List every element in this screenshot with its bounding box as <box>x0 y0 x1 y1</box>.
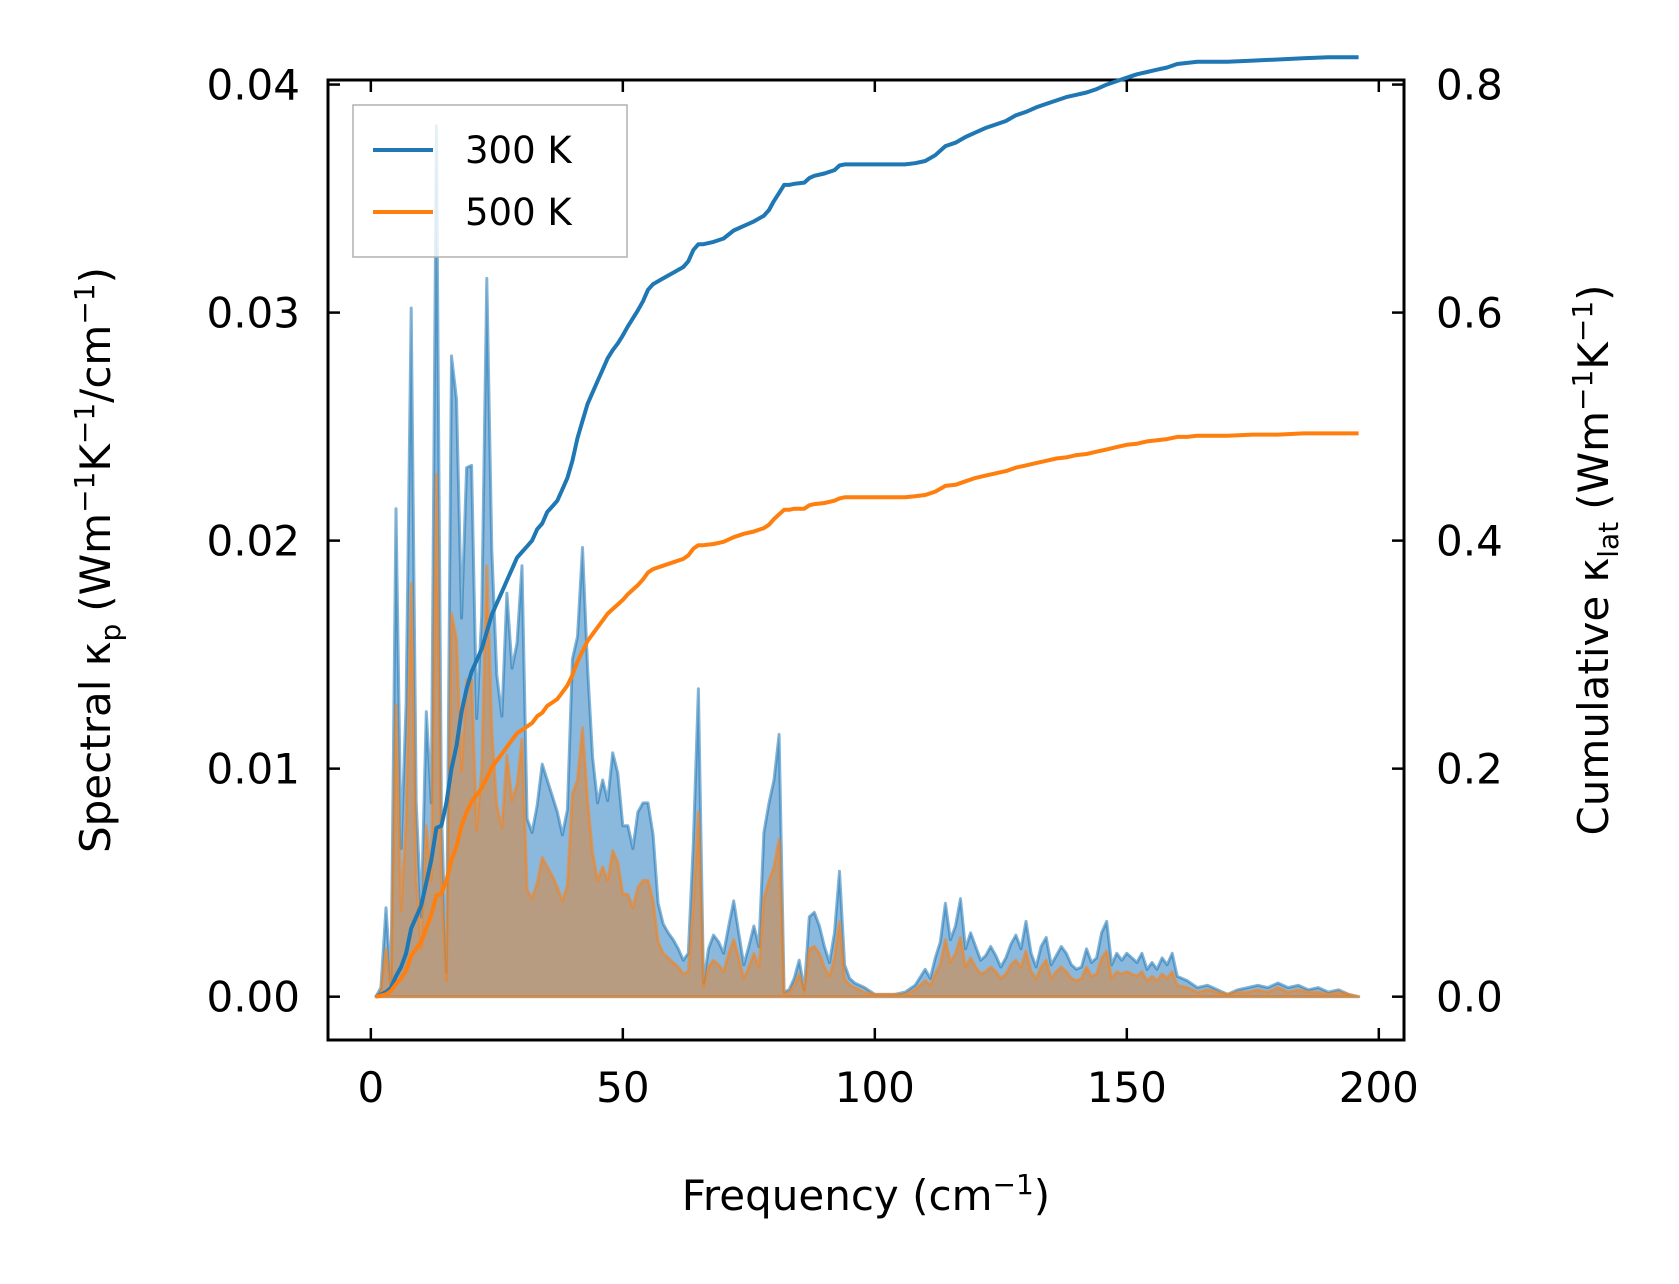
x-tick-label: 50 <box>596 1063 649 1112</box>
y-left-title-sub: p <box>94 624 127 642</box>
legend-frame <box>352 104 628 258</box>
legend-label-300k: 300 K <box>465 129 573 172</box>
svg-text:Spectral κp(Wm−1K−1/cm−1): Spectral κp(Wm−1K−1/cm−1) <box>68 267 127 853</box>
legend-label-500k: 500 K <box>465 191 573 234</box>
y-right-title-unit-end: ) <box>1569 284 1618 300</box>
y-left-title-sup3: −1 <box>68 283 101 324</box>
cumulative-lines <box>375 55 1359 999</box>
y-left-title-sup2: −1 <box>68 403 101 444</box>
y-left-title-unit-mid2: /cm <box>71 325 120 403</box>
x-axis-title-main: Frequency (cm <box>682 1171 993 1220</box>
y-right-title-main: Cumulative κ <box>1569 558 1618 836</box>
x-axis-title-end: ) <box>1034 1171 1050 1220</box>
spectral-fills <box>374 124 1361 999</box>
plot-area: 0 50 100 150 200 0.00 0.01 0.02 0.03 0.04 0.0 0.2 0.… <box>206 55 1503 1112</box>
svg-text:Cumulative κlat(Wm−1K−1): Cumulative κlat(Wm−1K−1) <box>1566 284 1625 835</box>
y-right-title-unit-pre: (Wm <box>1569 411 1618 510</box>
y-left-tick-label: 0.00 <box>206 973 300 1022</box>
y-left-title-unit-mid: K <box>71 443 120 472</box>
y-right-title-unit-mid: K <box>1569 341 1618 370</box>
plot-frame <box>326 78 1406 1042</box>
y-right-title-sup1: −1 <box>1566 370 1599 411</box>
y-left-title-unit-end: ) <box>71 267 120 283</box>
x-tick-label: 200 <box>1339 1063 1419 1112</box>
y-right-title-sup2: −1 <box>1566 301 1599 342</box>
y-right-title-sub: lat <box>1592 522 1625 558</box>
y-right-tick-label: 0.4 <box>1436 517 1503 566</box>
x-tick-label: 0 <box>357 1063 384 1112</box>
x-tick-label: 150 <box>1087 1063 1167 1112</box>
y-left-title-main: Spectral κ <box>71 642 120 854</box>
y-left-title-unit-pre: (Wm <box>71 513 120 612</box>
y-axis-right-title: Cumulative κlat(Wm−1K−1) <box>1566 284 1625 835</box>
y-right-tick-label: 0.8 <box>1436 61 1503 110</box>
spectral-area-500k <box>374 473 1361 999</box>
x-tick-label: 100 <box>835 1063 915 1112</box>
cumulative-line-500k <box>375 431 1359 999</box>
y-right-tick-label: 0.2 <box>1436 745 1503 794</box>
x-axis-title: Frequency (cm−1) <box>682 1168 1050 1220</box>
y-left-tick-label: 0.01 <box>206 745 300 794</box>
cumulative-line-300k <box>375 55 1359 999</box>
y-axis-left-title: Spectral κp(Wm−1K−1/cm−1) <box>68 267 127 853</box>
legend: 300 K 500 K <box>352 104 628 258</box>
axis-ticks: 0 50 100 150 200 0.00 0.01 0.02 0.03 0.04 0.0 0.2 0.… <box>206 61 1502 1112</box>
y-right-tick-label: 0.0 <box>1436 973 1503 1022</box>
y-left-tick-label: 0.02 <box>206 517 300 566</box>
y-left-tick-label: 0.03 <box>206 289 300 338</box>
y-left-tick-label: 0.04 <box>206 61 300 110</box>
y-left-title-sup1: −1 <box>68 472 101 513</box>
y-right-tick-label: 0.6 <box>1436 289 1503 338</box>
svg-text:Frequency (cm−1): Frequency (cm−1) <box>682 1168 1050 1220</box>
x-axis-title-sup: −1 <box>993 1168 1034 1201</box>
